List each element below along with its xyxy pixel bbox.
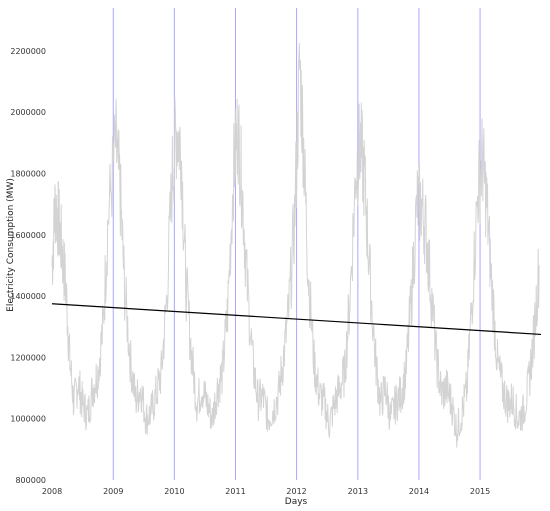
x-tick-label: 2011 (225, 487, 245, 496)
x-tick-label: 2014 (409, 487, 429, 496)
y-tick-label: 1400000 (10, 292, 46, 301)
y-tick-label: 1600000 (10, 231, 46, 240)
series-group (51, 42, 540, 448)
y-axis-title: Electricity Consumption (MW) (6, 178, 16, 312)
y-axis-ticks: 800000 1000000 1200000 1400000 1600000 180000… (10, 47, 46, 485)
x-axis-ticks: 2008 2009 2010 2011 2012 2013 2014 2015 (42, 487, 490, 496)
x-tick-label: 2013 (348, 487, 368, 496)
y-tick-label: 800000 (15, 476, 46, 485)
y-tick-label: 2000000 (10, 108, 46, 117)
x-tick-label: 2012 (286, 487, 306, 496)
x-tick-label: 2009 (103, 487, 123, 496)
x-tick-label: 2010 (164, 487, 184, 496)
consumption-series-line (51, 42, 540, 448)
trend-line (51, 303, 542, 336)
year-markers (112, 8, 481, 480)
x-tick-label: 2015 (470, 487, 490, 496)
y-tick-label: 1800000 (10, 170, 46, 179)
y-tick-label: 1000000 (10, 415, 46, 424)
x-axis-title: Days (285, 497, 308, 507)
y-tick-label: 1200000 (10, 353, 46, 362)
trend-group (51, 303, 542, 336)
x-tick-label: 2008 (42, 487, 62, 496)
y-tick-label: 2200000 (10, 47, 46, 56)
